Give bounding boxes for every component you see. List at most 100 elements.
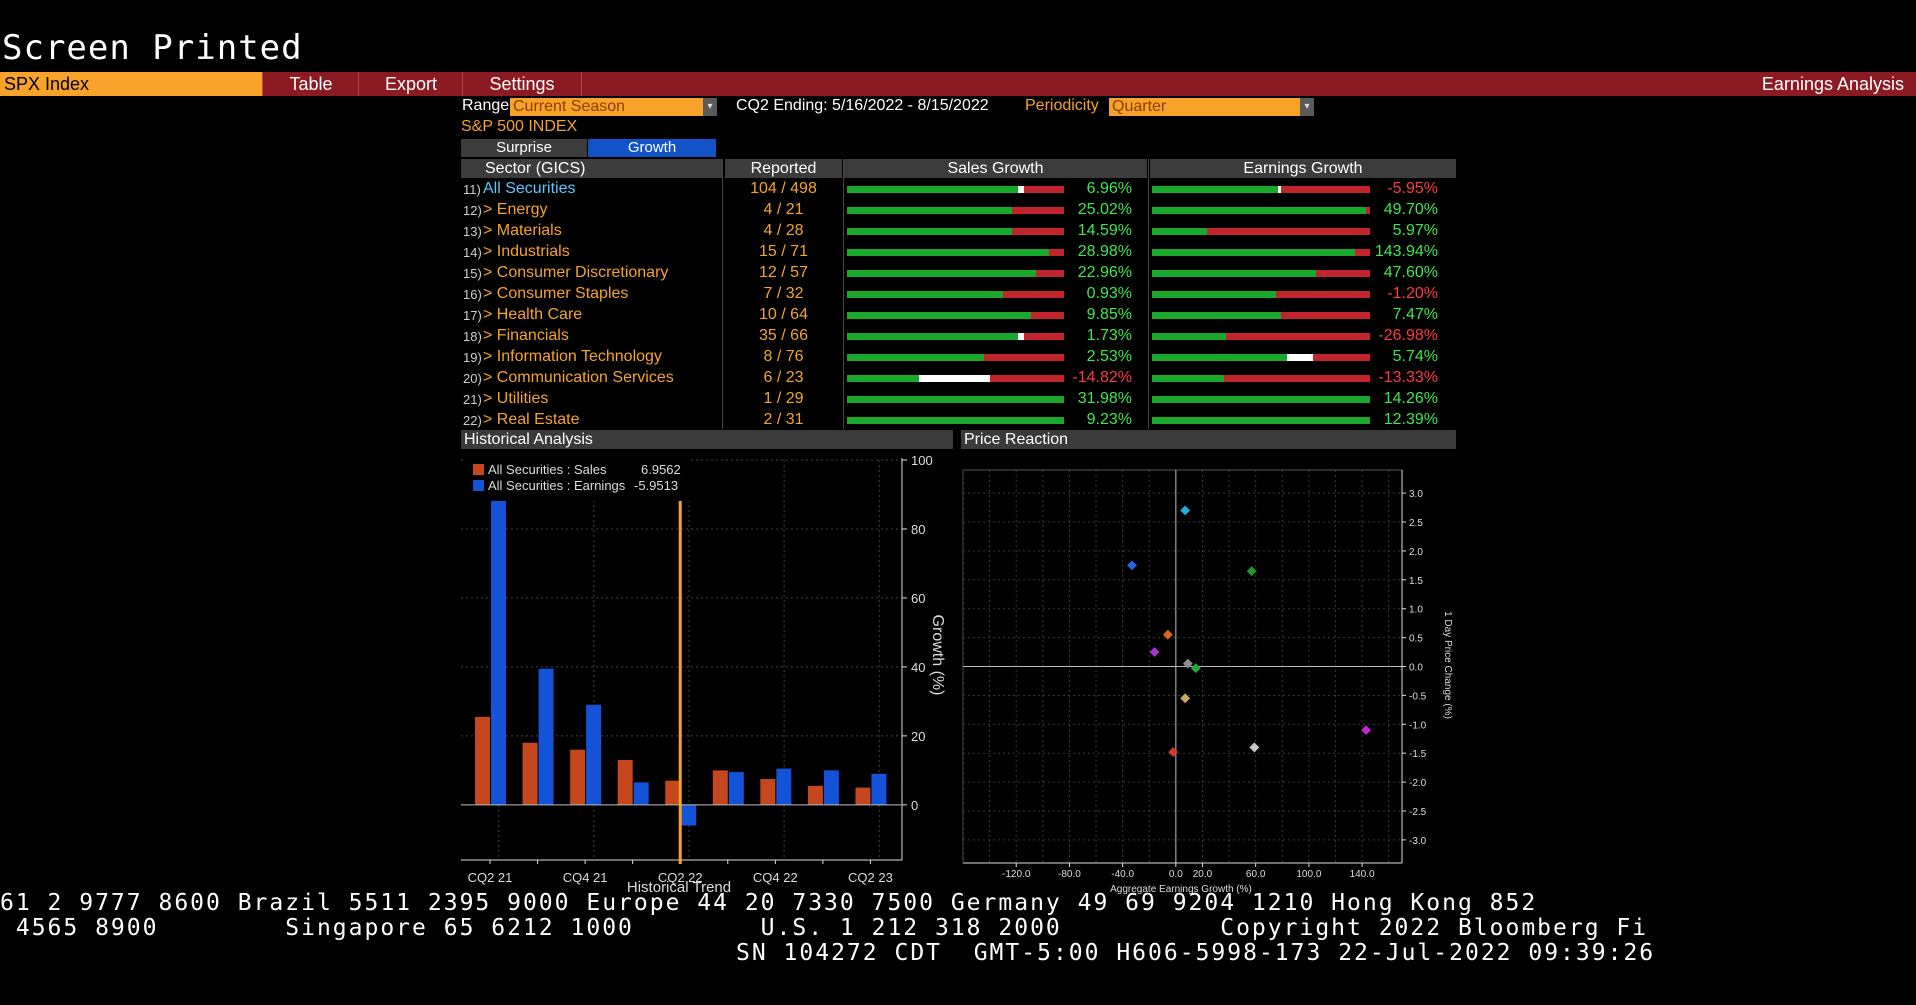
earnings-growth-value: -5.95% (1387, 180, 1438, 197)
chevron-down-icon: ▾ (1300, 98, 1314, 116)
earnings-bar[interactable] (823, 770, 839, 805)
sales-growth-bar (847, 396, 1064, 403)
earnings-growth-bar (1152, 396, 1370, 403)
sales-bar-marker (1018, 186, 1025, 193)
sector-point[interactable] (1168, 747, 1179, 757)
sales-growth-value: 31.98% (1077, 390, 1132, 407)
x-tick-label: CQ2 21 (468, 870, 513, 885)
earnings-bar[interactable] (681, 804, 697, 826)
sales-bar-marker (1018, 333, 1025, 340)
sector-name: > Utilities (483, 390, 549, 407)
row-number: 18) (463, 329, 482, 344)
sales-growth-value: 25.02% (1077, 201, 1132, 218)
sector-point[interactable] (1249, 742, 1260, 753)
sector-point[interactable] (1126, 560, 1137, 571)
sales-growth-value: 28.98% (1077, 243, 1132, 260)
sales-bar[interactable] (665, 780, 681, 805)
sector-name: > Energy (483, 201, 548, 218)
earnings-bar-fill (1152, 186, 1279, 193)
footer-line-3: SN 104272 CDT GMT-5:00 H606-5998-173 22-… (736, 940, 1656, 966)
earnings-growth-bar (1152, 333, 1370, 340)
sales-bar-fill (847, 249, 1049, 256)
periodicity-label: Periodicity (1025, 97, 1099, 114)
sales-bar[interactable] (712, 770, 728, 805)
price-reaction-header: Price Reaction (961, 430, 1456, 449)
sector-point[interactable] (1180, 505, 1191, 516)
sector-point[interactable] (1182, 658, 1193, 669)
y-tick-label: -2.5 (1409, 807, 1427, 818)
index-name: S&P 500 INDEX (461, 118, 578, 135)
sector-name: > Communication Services (483, 369, 674, 386)
reported-count: 1 / 29 (763, 390, 804, 407)
earnings-bar-fill (1152, 270, 1316, 277)
earnings-bar[interactable] (871, 773, 887, 805)
earnings-growth-value: 12.39% (1383, 411, 1438, 428)
legend-earnings-label: All Securities : Earnings (488, 478, 626, 493)
sales-bar-fill (847, 354, 984, 361)
earnings-growth-bar (1152, 354, 1370, 361)
legend-earnings-swatch (473, 480, 484, 491)
menu-table[interactable]: Table (262, 72, 359, 96)
sector-point[interactable] (1149, 647, 1160, 658)
earnings-growth-value: 5.97% (1392, 222, 1438, 239)
range-label: Range (462, 97, 510, 114)
tab-surprise[interactable]: Surprise (461, 139, 587, 157)
reported-count: 10 / 64 (759, 306, 808, 323)
menu-settings[interactable]: Settings (462, 72, 582, 96)
y-tick-label: 80 (911, 522, 925, 537)
earnings-bar[interactable] (538, 668, 554, 805)
x-tick-label: -80.0 (1058, 869, 1081, 880)
y-tick-label: -0.5 (1409, 691, 1427, 702)
sales-bar-fill (847, 375, 919, 382)
column-header-reported[interactable]: Reported (725, 159, 842, 178)
earnings-bar[interactable] (728, 772, 744, 805)
sector-point[interactable] (1162, 629, 1173, 640)
sales-growth-bar (847, 207, 1064, 214)
sector-point[interactable] (1246, 566, 1257, 577)
periodicity-dropdown[interactable]: Quarter ▾ (1109, 98, 1314, 116)
tab-growth[interactable]: Growth (588, 139, 716, 157)
earnings-bar-fill (1152, 249, 1355, 256)
earnings-bar-fill (1152, 207, 1366, 214)
earnings-growth-value: 5.74% (1392, 348, 1438, 365)
sales-bar-fill (847, 396, 1064, 403)
x-tick-label: CQ4 21 (563, 870, 608, 885)
legend-earnings-value: -5.9513 (634, 478, 678, 493)
sector-name: > Materials (483, 222, 562, 239)
sales-bar[interactable] (617, 760, 633, 805)
sales-bar[interactable] (570, 749, 586, 805)
sales-bar[interactable] (522, 742, 538, 805)
sales-bar[interactable] (475, 716, 490, 805)
sales-growth-bar (847, 249, 1064, 256)
reported-count: 4 / 28 (763, 222, 804, 239)
column-header-sector[interactable]: Sector (GICS) (461, 159, 723, 178)
sales-bar[interactable] (807, 785, 823, 805)
sector-point[interactable] (1190, 663, 1201, 674)
range-dropdown[interactable]: Current Season ▾ (510, 98, 717, 116)
earnings-bar[interactable] (633, 782, 649, 805)
earnings-growth-bar (1152, 207, 1370, 214)
row-number: 17) (463, 308, 482, 323)
legend-sales-swatch (473, 464, 484, 475)
earnings-bar[interactable] (491, 487, 506, 805)
legend-sales-label: All Securities : Sales (488, 462, 607, 477)
sales-bar[interactable] (760, 778, 776, 805)
sector-name: > Consumer Discretionary (483, 264, 669, 281)
menu-export[interactable]: Export (358, 72, 463, 96)
sales-bar-fill (847, 228, 1012, 235)
row-number: 21) (463, 392, 482, 407)
sales-growth-bar (847, 186, 1064, 193)
earnings-bar[interactable] (776, 768, 792, 805)
security-ticker-field[interactable]: SPX Index (0, 72, 262, 96)
sector-point[interactable] (1361, 725, 1372, 736)
earnings-bar[interactable] (586, 704, 602, 805)
earnings-growth-value: 143.94% (1374, 243, 1438, 260)
sales-bar[interactable] (855, 787, 871, 805)
y-tick-label: 20 (911, 729, 925, 744)
earnings-growth-bar (1152, 270, 1370, 277)
column-header-earnings-growth[interactable]: Earnings Growth (1150, 159, 1456, 178)
sector-point[interactable] (1180, 693, 1191, 704)
sector-name: > Real Estate (483, 411, 580, 428)
column-divider (1148, 159, 1149, 429)
column-header-sales-growth[interactable]: Sales Growth (844, 159, 1147, 178)
